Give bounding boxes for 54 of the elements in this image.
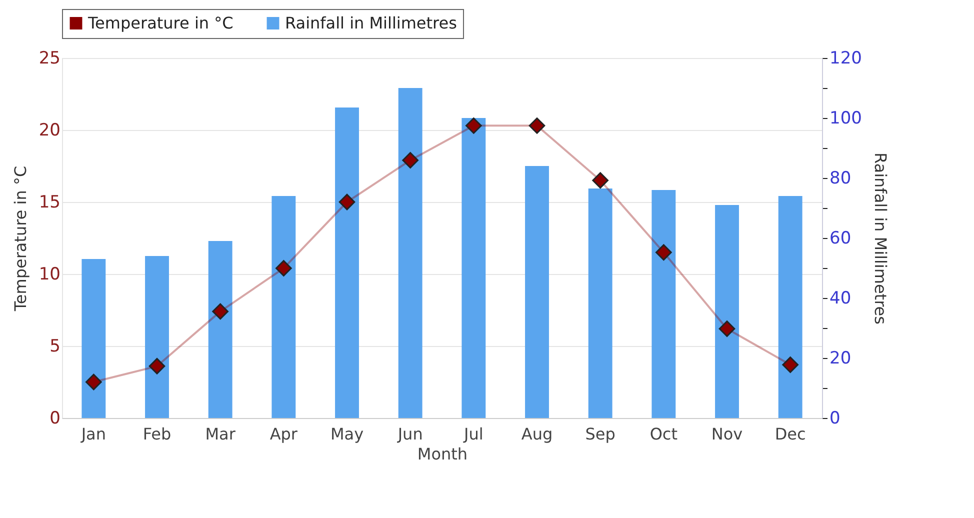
x-tick-label: Nov: [711, 424, 743, 444]
bar: [588, 188, 612, 418]
point: [782, 356, 798, 373]
y2-tick-label: 40: [830, 288, 852, 308]
y-tick-label: 20: [38, 120, 60, 140]
y-tick-label: 0: [50, 408, 60, 428]
point: [656, 244, 672, 261]
x-tick-label: May: [330, 424, 364, 444]
y2-tick-label: 120: [830, 48, 862, 68]
y-tick-label: 25: [38, 48, 60, 68]
bar: [462, 118, 486, 418]
y-tick-label: 15: [38, 192, 60, 212]
y-axis-title: Temperature in °C: [10, 166, 30, 312]
x-tick-label: Jan: [80, 424, 106, 444]
legend-label: Rainfall in Millimetres: [285, 13, 457, 32]
y2-axis-title: Rainfall in Millimetres: [870, 152, 890, 324]
x-tick-label: Jun: [396, 424, 423, 444]
bar: [208, 241, 232, 418]
point: [402, 152, 418, 168]
y-tick-label: 5: [50, 336, 60, 356]
point: [718, 320, 736, 337]
x-tick-label: Jul: [463, 424, 484, 444]
bar: [778, 196, 802, 418]
point: [338, 194, 356, 210]
point: [276, 260, 292, 276]
bar: [398, 88, 422, 418]
legend-label: Temperature in °C: [87, 13, 234, 32]
bar: [82, 259, 106, 418]
point: [212, 303, 228, 320]
bar: [272, 196, 296, 418]
bar: [335, 108, 359, 418]
x-tick-label: Mar: [205, 424, 236, 444]
point: [592, 172, 608, 189]
point: [466, 118, 482, 134]
y2-tick-label: 100: [830, 108, 862, 128]
bar: [652, 190, 676, 418]
bar: [715, 205, 739, 418]
bar: [145, 256, 169, 418]
x-tick-label: Aug: [521, 424, 553, 444]
point: [528, 118, 546, 134]
x-tick-label: Apr: [270, 424, 298, 444]
point: [86, 374, 102, 390]
point: [148, 358, 166, 374]
x-tick-label: Dec: [774, 424, 806, 444]
x-tick-label: Feb: [142, 424, 172, 444]
y2-tick-label: 20: [830, 348, 852, 368]
y2-tick-label: 60: [830, 228, 852, 248]
y2-tick-label: 80: [830, 168, 852, 188]
x-axis-title: Month: [417, 444, 468, 464]
x-tick-label: Oct: [650, 424, 678, 444]
bar: [525, 166, 549, 418]
y-tick-label: 10: [38, 264, 60, 284]
x-tick-label: Sep: [585, 424, 616, 444]
y2-tick-label: 0: [830, 408, 840, 428]
